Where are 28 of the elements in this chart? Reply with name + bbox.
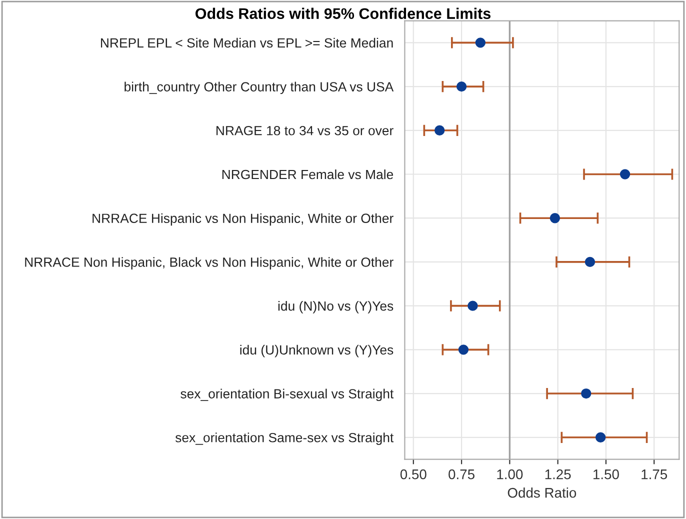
x-tick-label: 1.50 bbox=[594, 469, 619, 480]
point bbox=[458, 344, 469, 355]
point bbox=[468, 300, 478, 311]
x-tick-label: 0.50 bbox=[400, 469, 426, 480]
point bbox=[550, 213, 560, 224]
y-tick-label: idu (U)Unknown vs (Y)Yes bbox=[240, 344, 394, 358]
point bbox=[456, 81, 467, 92]
y-tick-label: NRAGE 18 to 34 vs 35 or over bbox=[216, 126, 394, 136]
point bbox=[475, 38, 486, 48]
x-tick-label: 1.00 bbox=[497, 469, 523, 480]
point bbox=[584, 256, 596, 268]
point bbox=[434, 125, 445, 136]
point bbox=[595, 432, 606, 442]
x-tick-label: 1.25 bbox=[545, 469, 571, 480]
x-axis-title: Odds Ratio bbox=[508, 488, 576, 498]
point bbox=[620, 169, 630, 180]
y-tick-label: NREPL EPL < Site Median vs EPL >= Site Median bbox=[101, 38, 393, 48]
x-tick-label: 0.75 bbox=[448, 469, 474, 480]
y-tick-label: birth_country Other Country than USA vs USA bbox=[124, 82, 394, 94]
y-tick-label: sex_orientation Bi-sexual vs Straight bbox=[180, 388, 394, 402]
y-tick-label: NRGENDER Female vs Male bbox=[222, 169, 394, 180]
y-tick-label: idu (N)No vs (Y)Yes bbox=[278, 301, 394, 314]
point bbox=[581, 388, 592, 399]
chart-title: Odds Ratios with 95% Confidence Limits bbox=[196, 8, 491, 20]
y-tick-label: NRRACE Hispanic vs Non Hispanic, White or Other bbox=[92, 213, 394, 226]
y-tick-label: sex_orientation Same-sex vs Straight bbox=[175, 432, 394, 445]
x-tick-label: 1.75 bbox=[642, 470, 668, 480]
y-tick-label: NRRACE Non Hispanic, Black vs Non Hispanic, White or Other bbox=[25, 257, 394, 270]
